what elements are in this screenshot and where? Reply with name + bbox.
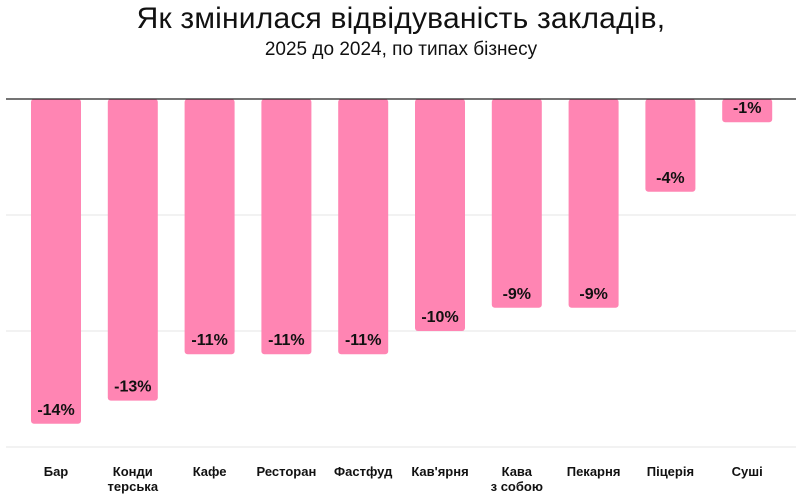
data-label: -9%: [579, 286, 607, 303]
x-tick-label: Бар: [44, 464, 69, 479]
bar: [338, 99, 389, 355]
bar: [184, 99, 235, 355]
data-label: -14%: [37, 402, 74, 419]
bar: [415, 99, 465, 331]
x-tick-label: Кав'ярня: [411, 464, 468, 479]
bar: [261, 99, 312, 355]
chart-title: Як змінилася відвідуваність закладів,: [136, 2, 666, 35]
x-tick-label: Піцерія: [647, 464, 694, 479]
x-tick-label-line: Кава: [502, 464, 533, 479]
x-tick-label-line: Піцерія: [647, 464, 694, 479]
x-tick-label-line: Кав'ярня: [411, 464, 468, 479]
bar: [568, 99, 619, 308]
x-tick-label: Ресторан: [257, 464, 317, 479]
x-tick-label: Кафе: [193, 464, 227, 479]
x-tick-label: Суші: [732, 464, 763, 479]
bar: [645, 99, 696, 192]
label-layer: -14% -13% -11% -11% -11% -10% -9% -9% -4% -1%: [37, 100, 761, 419]
x-tick-label-line: Ресторан: [257, 464, 317, 479]
data-label: -4%: [656, 170, 684, 187]
x-tick-label-line: Фастфуд: [334, 464, 393, 479]
data-label: -11%: [191, 332, 227, 349]
x-tick-label-line: Кафе: [193, 464, 227, 479]
x-tick-label: Конди терська: [108, 464, 159, 494]
x-tick-label-line: з собою: [491, 479, 543, 494]
bar: [722, 99, 773, 123]
bar-layer: [31, 99, 773, 424]
x-tick-label-line: терська: [108, 479, 159, 494]
data-label: -9%: [503, 286, 531, 303]
data-label: -11%: [268, 332, 304, 349]
bar: [31, 99, 81, 424]
data-label: -13%: [114, 379, 151, 396]
x-tick-label-line: Бар: [44, 464, 69, 479]
x-tick-label: Пекарня: [567, 464, 621, 479]
x-tick-label-line: Пекарня: [567, 464, 621, 479]
data-label: -10%: [421, 309, 458, 326]
data-label: -1%: [733, 100, 761, 117]
x-tick-label-line: Конди: [113, 464, 153, 479]
x-tick-label: Фастфуд: [334, 464, 393, 479]
chart-subtitle: 2025 до 2024, по типах бізнесу: [264, 39, 538, 60]
x-tick-label-line: Суші: [732, 464, 763, 479]
x-tick-label: Кава з собою: [491, 464, 543, 494]
tick-layer: Бар Конди терська Кафе Ресторан Фастфуд Кав'яр…: [44, 464, 763, 494]
data-label: -11%: [345, 332, 381, 349]
bar: [107, 99, 158, 401]
bar: [491, 99, 542, 308]
